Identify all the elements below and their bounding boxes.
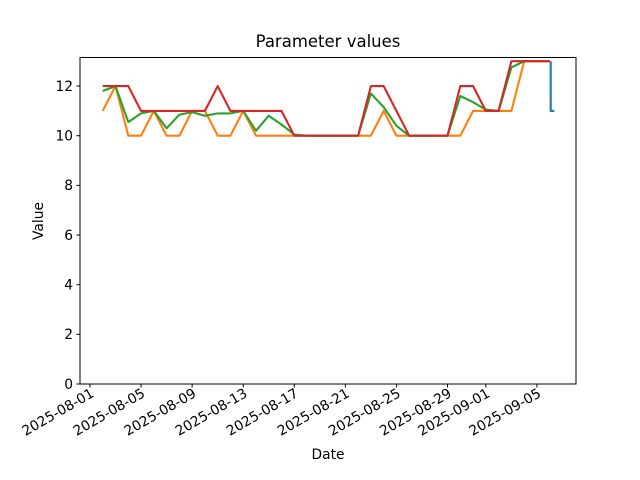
series-line-red [102,60,550,137]
series-line-green [102,60,550,137]
y-tick-label: 8 [64,178,73,194]
axes-layer: 0246810122025-08-012025-08-052025-08-092… [20,57,577,440]
y-tick-label: 6 [64,228,73,244]
chart-title: Parameter values [256,32,401,51]
axes-frame [79,57,577,385]
y-tick-label: 2 [64,327,73,343]
y-tick-label: 10 [55,129,73,145]
y-tick-label: 0 [64,377,73,393]
y-tick-label: 4 [64,277,73,293]
series-line-blue [549,61,555,112]
series-layer [101,60,555,137]
y-tick-label: 12 [55,79,73,95]
x-axis-label: Date [312,447,345,463]
y-axis-label: Value [31,202,47,240]
